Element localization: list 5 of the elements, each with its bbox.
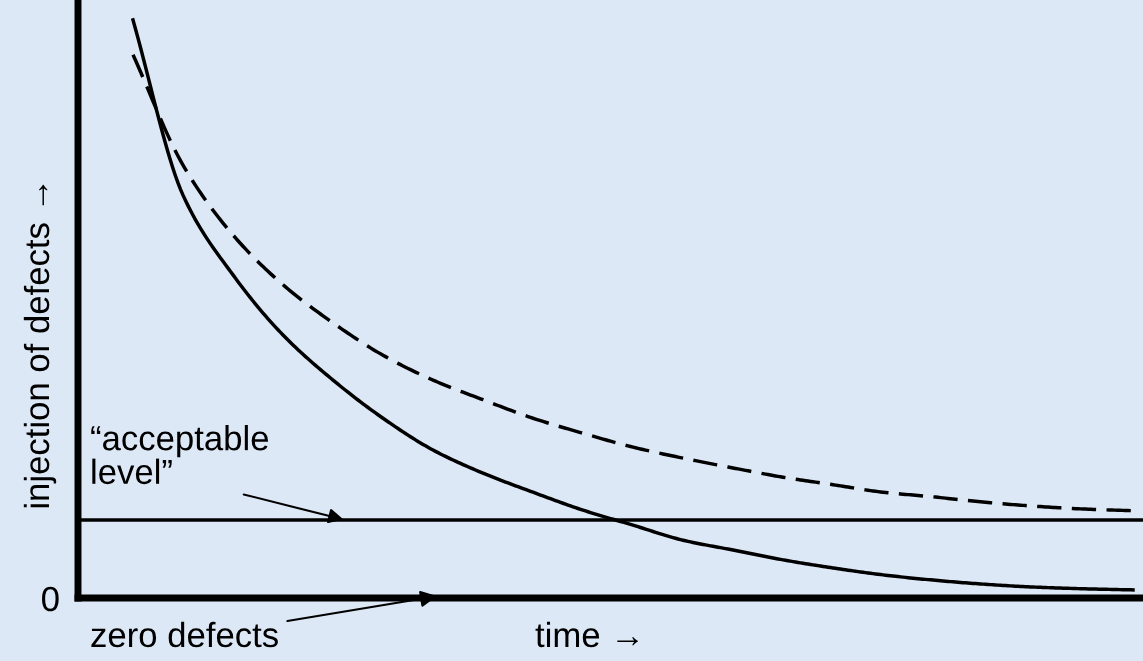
x-axis-title: time → [535,621,638,648]
y-axis-title: injection of defects → [23,184,57,508]
text: zero defects [91,621,278,648]
ref-line-label: “acceptable level” [91,425,268,485]
text: 0 [42,586,59,612]
